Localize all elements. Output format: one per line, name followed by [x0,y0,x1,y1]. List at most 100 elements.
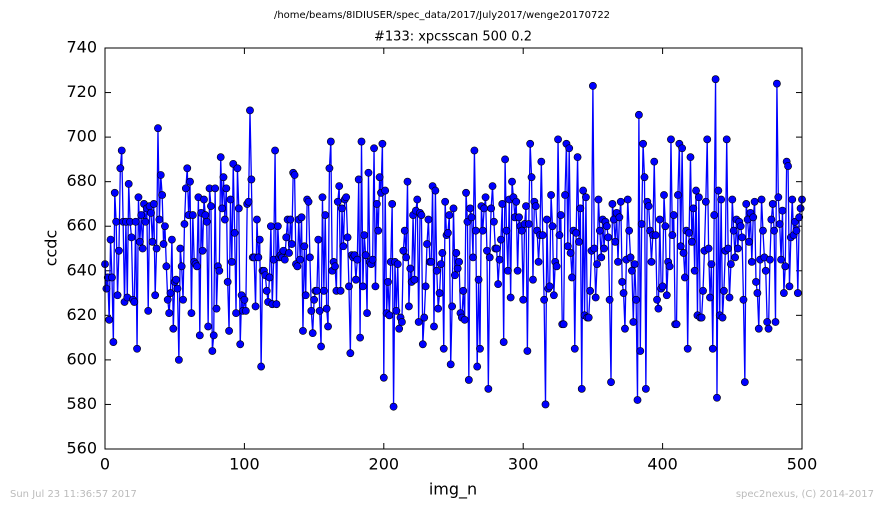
data-point [608,200,617,208]
data-point [471,226,480,235]
data-point [593,260,601,268]
data-point [469,253,477,262]
data-point [586,286,595,295]
data-point [273,222,282,231]
data-point [731,253,739,262]
data-point [183,164,192,173]
data-point [219,173,228,182]
data-point [653,295,661,304]
data-point [400,226,409,235]
data-point [381,186,390,195]
data-point [244,197,253,206]
data-point [512,197,521,206]
data-point [777,255,785,264]
data-point [356,333,365,342]
data-point [247,175,256,184]
data-point [181,184,190,193]
data-point [628,266,636,275]
data-point [563,242,572,251]
data-point [321,211,330,219]
data-point [785,282,794,291]
data-point [212,304,221,313]
data-point [669,211,678,219]
data-point [285,249,293,257]
data-point [131,217,140,226]
data-point [176,244,185,253]
data-point [115,246,123,255]
footer-right: spec2nexus, (C) 2014-2017 [736,489,874,500]
data-point [255,235,264,244]
data-point [333,197,342,206]
data-point [499,338,508,346]
data-point [102,284,111,293]
data-point [455,257,463,266]
data-point [108,273,116,282]
data-point [225,327,233,335]
data-point [361,251,370,260]
data-point [438,249,447,257]
data-point [728,195,737,204]
data-point [322,304,331,313]
data-point [144,306,153,315]
data-point [674,191,682,199]
data-point [240,295,249,304]
data-point [186,177,194,186]
data-point [431,186,440,195]
data-point [371,282,380,291]
data-point [779,289,788,297]
data-point [393,260,402,268]
data-point [641,384,650,393]
data-point [487,204,496,213]
data-point [293,262,302,271]
data-point [385,311,394,320]
data-point [163,295,172,304]
data-point [633,396,642,404]
data-point [218,204,226,213]
data-point [326,137,335,146]
y-tick-label: 660 [66,216,97,235]
data-point [740,378,749,387]
data-point [467,213,476,222]
data-point [127,233,136,242]
data-point [545,282,554,291]
data-point [570,344,579,353]
data-point [699,286,707,295]
data-point [711,75,720,84]
data-point [589,81,597,90]
data-point [540,295,549,304]
data-point [266,222,275,231]
data-point [378,139,387,148]
data-point [317,342,325,351]
data-point [576,204,585,213]
data-point [343,233,352,242]
data-point [257,362,266,371]
data-point [538,231,547,240]
data-point [220,215,229,224]
data-point [759,226,767,235]
data-point [448,302,457,311]
data-point [618,278,627,286]
data-point [464,376,473,384]
data-point [173,284,182,293]
data-point [729,226,738,235]
data-point [556,211,565,219]
data-point [209,331,218,340]
data-point [623,195,632,204]
data-point [768,200,777,208]
data-point [490,217,498,226]
data-point [424,215,433,224]
data-point [135,237,144,246]
data-point [162,262,171,271]
data-point [148,237,157,246]
y-tick-label: 600 [66,349,97,368]
data-point [354,175,363,184]
data-point [480,204,489,213]
data-point [626,253,635,262]
data-point [736,222,745,231]
data-point [402,253,411,262]
data-point [527,173,536,182]
data-point [353,255,362,264]
data-point [345,282,353,291]
data-point [483,246,491,255]
data-point [632,295,641,304]
